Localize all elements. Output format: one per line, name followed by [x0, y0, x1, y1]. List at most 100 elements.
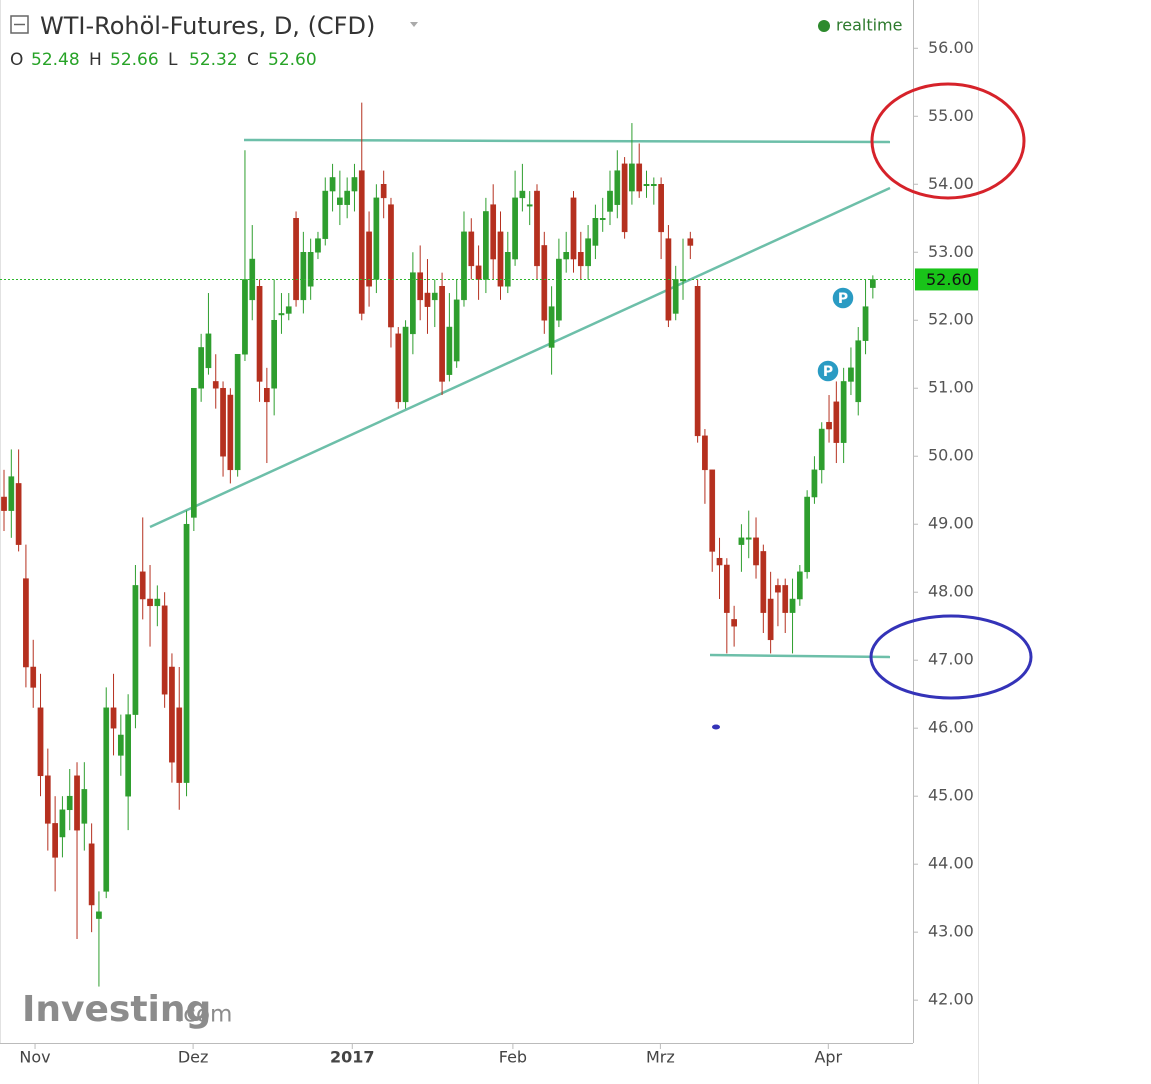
chart-title: WTI-Rohöl-Futures, D, (CFD): [40, 12, 375, 40]
candle-body: [23, 578, 29, 668]
candle-body: [88, 843, 95, 906]
candle-body: [782, 585, 789, 613]
candle-body: [504, 252, 511, 287]
ohlc-key: C: [247, 50, 259, 70]
x-tick-label: Feb: [499, 1048, 527, 1067]
candle-body: [8, 476, 15, 511]
candle-body: [767, 598, 774, 641]
candle-body: [256, 285, 263, 382]
ohlc-key: O: [10, 50, 23, 70]
candle-body: [745, 537, 752, 540]
status: realtime: [836, 16, 902, 35]
candle-body: [293, 218, 299, 301]
candle-body: [512, 197, 518, 260]
candle-body: [190, 387, 197, 518]
candle-body: [621, 163, 628, 233]
candle-body: [796, 571, 803, 600]
candle-body: [212, 381, 219, 389]
candle-body: [599, 218, 606, 221]
candle-body: [52, 823, 58, 858]
candle-body: [358, 170, 365, 314]
status-dot: [818, 20, 830, 32]
candle-body: [723, 564, 730, 613]
candle-body: [702, 435, 708, 471]
resistance-line: [243, 138, 891, 144]
candle-body: [431, 292, 438, 301]
candle-body: [410, 272, 416, 335]
y-tick-label: 51.00: [928, 378, 974, 397]
candle-body: [716, 557, 723, 566]
candle-body: [183, 523, 190, 783]
marker-label: P: [838, 291, 848, 307]
candle-body: [643, 184, 650, 187]
y-tick-label: 50.00: [928, 446, 974, 465]
y-tick-label: 52.00: [928, 310, 974, 329]
watermark: .com: [176, 1002, 232, 1028]
y-tick-label: 48.00: [928, 582, 974, 601]
y-tick-label: 54.00: [928, 174, 974, 193]
candle-body: [417, 272, 424, 301]
candle-body: [687, 238, 694, 246]
x-tick-label: Dez: [178, 1048, 209, 1067]
candle-body: [344, 190, 351, 205]
ohlc-value: 52.32: [189, 50, 238, 70]
candle-body: [96, 911, 102, 919]
candle-body: [585, 238, 591, 267]
candle-body: [869, 279, 876, 288]
candle-body: [66, 795, 73, 811]
ohlc-header: O 52.48 H 52.66 L 52.32 C 52.60: [10, 50, 317, 70]
candle-body: [534, 190, 540, 267]
ohlc-value: 52.48: [31, 50, 80, 70]
candle-body: [818, 428, 825, 471]
marker-label: P: [823, 364, 833, 380]
candle-body: [351, 177, 358, 192]
candle-body: [526, 204, 533, 207]
candle-body: [789, 598, 796, 613]
candle-body: [125, 714, 131, 797]
candle-body: [205, 333, 212, 369]
candle-body: [1, 496, 7, 511]
y-tick-label: 56.00: [928, 38, 974, 57]
candle-body: [395, 333, 402, 403]
candle-body: [81, 789, 88, 824]
candle-body: [74, 775, 80, 831]
ohlc-key: H: [89, 50, 102, 70]
y-tick-label: 43.00: [928, 922, 974, 941]
candle-body: [833, 401, 840, 443]
candle-body: [285, 306, 292, 314]
ohlc-key: L: [168, 50, 178, 70]
y-tick-label: 49.00: [928, 514, 974, 533]
candle-body: [483, 211, 489, 280]
candle-body: [636, 163, 643, 192]
candle-body: [468, 231, 475, 267]
candle-body: [132, 585, 139, 715]
candle-body: [811, 469, 818, 498]
ohlc-value: 52.66: [110, 50, 159, 70]
candle-body: [629, 163, 635, 192]
candle-body: [804, 496, 810, 573]
candle-body: [30, 666, 37, 688]
candle-body: [497, 231, 504, 287]
candle-body: [862, 306, 869, 341]
candle-body: [234, 353, 241, 471]
candle-body: [424, 292, 431, 307]
candle-body: [439, 285, 445, 382]
y-tick-label: 53.00: [928, 242, 974, 261]
x-tick-label: Nov: [19, 1048, 50, 1067]
candle-body: [570, 197, 577, 260]
candle-body: [658, 184, 664, 233]
y-tick-label: 44.00: [928, 854, 974, 873]
candle-body: [855, 340, 862, 403]
x-tick-label: Mrz: [646, 1048, 675, 1067]
candle-body: [753, 537, 759, 566]
candle-body: [300, 252, 307, 301]
last-price-tag: [915, 268, 978, 291]
menu-icon[interactable]: [10, 15, 29, 34]
candle-body: [176, 707, 183, 783]
candle-body: [650, 184, 657, 187]
candle-body: [614, 170, 621, 205]
candle-body: [337, 197, 343, 205]
dropdown-icon[interactable]: [410, 22, 418, 27]
ohlc-value: 52.60: [268, 50, 317, 70]
candle-body: [139, 571, 146, 600]
